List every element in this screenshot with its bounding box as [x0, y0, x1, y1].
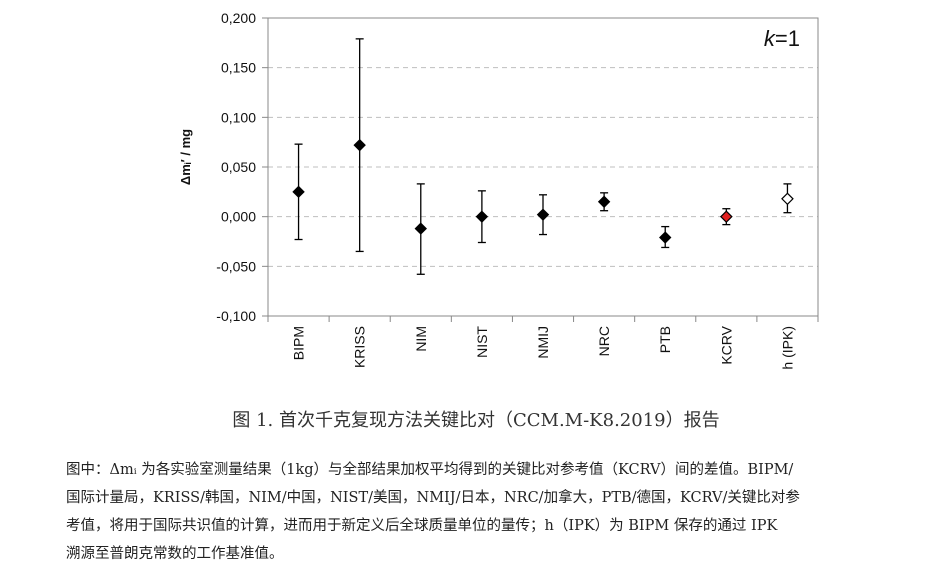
- y-tick-label: 0,000: [221, 209, 256, 225]
- data-point-marker: [597, 195, 611, 208]
- y-tick-label: -0,100: [216, 308, 256, 324]
- data-point-marker: [659, 231, 672, 244]
- y-tick-labels: 0,200 0,150 0,100 0,050 0,000 -0,050 -0,100: [216, 10, 256, 324]
- note-line: 图中：Δmᵢ 为各实验室测量结果（1kg）与全部结果加权平均得到的关键比对参考值…: [66, 462, 794, 478]
- x-tick-label: NIM: [413, 326, 429, 352]
- data-point-marker: [781, 192, 794, 206]
- data-point-marker: [536, 208, 550, 221]
- data-series: [292, 38, 794, 275]
- y-tick-label: 0,150: [221, 60, 256, 76]
- k-annotation: k=1: [764, 26, 800, 51]
- x-tick-label: NIST: [474, 326, 490, 358]
- y-tick-label: -0,050: [216, 258, 256, 274]
- x-tick-label: h (IPK): [779, 326, 795, 370]
- data-point-marker: [353, 138, 366, 152]
- note-line: 溯源至普朗克常数的工作基准值。: [66, 546, 284, 562]
- x-tick-label: NMIJ: [535, 326, 551, 359]
- data-point-marker: [414, 222, 427, 235]
- k-annotation-rest: =1: [775, 26, 800, 51]
- axes: [262, 17, 819, 322]
- figure-caption: 图 1. 首次千克复现方法关键比对（CCM.M-K8.2019）报告: [232, 410, 720, 431]
- y-tick-label: 0,100: [221, 109, 256, 125]
- k-annotation-var: k: [764, 26, 776, 51]
- y-axis-label: Δmᵢ′ / mg: [178, 129, 193, 185]
- grid-lines: [268, 67, 818, 267]
- x-tick-label: KRISS: [352, 326, 368, 368]
- data-point-marker: [719, 210, 733, 224]
- figure-note: 图中：Δmᵢ 为各实验室测量结果（1kg）与全部结果加权平均得到的关键比对参考值…: [66, 456, 936, 568]
- x-tick-labels: BIPM KRISS NIM NIST NMIJ NRC PTB KCRV h (IPK): [291, 325, 796, 369]
- x-tick-label: NRC: [596, 326, 612, 356]
- data-point-marker: [292, 185, 305, 199]
- note-line: 国际计量局，KRISS/韩国，NIM/中国，NIST/美国，NMIJ/日本，NR…: [66, 490, 800, 506]
- y-tick-label: 0,050: [221, 159, 256, 175]
- chart: 0,200 0,150 0,100 0,050 0,000 -0,050 -0,100 BI…: [178, 10, 819, 370]
- x-tick-label: PTB: [657, 326, 673, 353]
- note-line: 考值，将用于国际共识值的计算，进而用于新定义后全球质量单位的量传；h（IPK）为…: [66, 518, 778, 534]
- data-point-marker: [475, 210, 489, 223]
- x-tick-label: KCRV: [718, 325, 734, 364]
- y-tick-label: 0,200: [221, 10, 256, 26]
- x-tick-label: BIPM: [291, 326, 307, 360]
